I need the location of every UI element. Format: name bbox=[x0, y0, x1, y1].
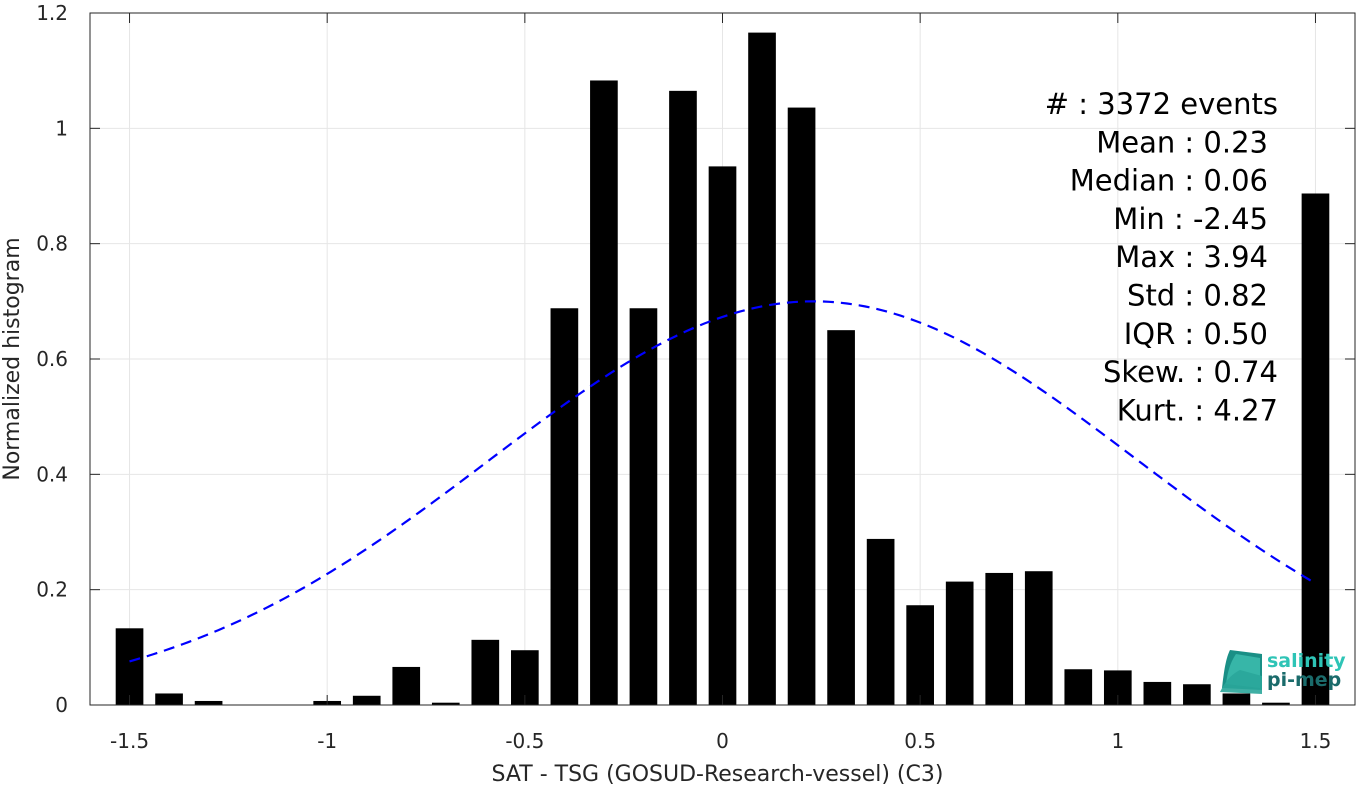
histogram-bar bbox=[1183, 684, 1211, 705]
stat-line: Max : 3.94 bbox=[1115, 240, 1268, 274]
x-tick-label: 1.5 bbox=[1300, 729, 1332, 753]
y-tick-label: 0 bbox=[55, 693, 68, 717]
logo-text-salinity: salinity bbox=[1267, 650, 1346, 672]
stat-line: Min : -2.45 bbox=[1113, 202, 1268, 236]
statistics-annotation: # : 3372 events Mean : 0.23 Median : 0.06 M… bbox=[1045, 87, 1278, 427]
x-tick-label: 0.5 bbox=[904, 729, 936, 753]
histogram-bar bbox=[352, 695, 381, 705]
histogram-bar bbox=[155, 693, 183, 705]
y-tick-label: 0.4 bbox=[36, 462, 68, 486]
histogram-bars bbox=[115, 32, 1330, 706]
salinity-pimep-logo: salinity pi-mep bbox=[1220, 650, 1346, 694]
histogram-bar bbox=[1064, 669, 1093, 705]
histogram-bar bbox=[590, 80, 618, 706]
stat-line: Median : 0.06 bbox=[1070, 164, 1268, 198]
histogram-bar bbox=[194, 700, 223, 705]
histogram-bar bbox=[1262, 702, 1290, 705]
y-tick-label: 1.2 bbox=[36, 1, 68, 25]
histogram-bar bbox=[1143, 681, 1172, 705]
stat-line: Mean : 0.23 bbox=[1096, 125, 1268, 159]
histogram-bar bbox=[906, 605, 934, 705]
y-axis-ticks: 0 0.2 0.4 0.6 0.8 1 1.2 bbox=[36, 1, 1355, 717]
histogram-bar bbox=[629, 308, 658, 705]
histogram-bar bbox=[471, 639, 500, 705]
y-tick-label: 0.2 bbox=[36, 578, 68, 602]
y-axis-label: Normalized histogram bbox=[0, 237, 25, 480]
histogram-bar bbox=[945, 581, 974, 705]
logo-text-pimep: pi-mep bbox=[1267, 669, 1341, 691]
y-tick-label: 0.6 bbox=[36, 347, 68, 371]
x-tick-label: 0 bbox=[716, 729, 729, 753]
x-tick-label: -0.5 bbox=[505, 729, 544, 753]
histogram-bar bbox=[866, 538, 895, 705]
x-tick-label: -1.5 bbox=[110, 729, 149, 753]
histogram-bar bbox=[1024, 571, 1053, 705]
histogram-bar bbox=[708, 166, 737, 706]
stat-line: Kurt. : 4.27 bbox=[1117, 393, 1278, 427]
x-axis-label: SAT - TSG (GOSUD-Research-vessel) (C3) bbox=[492, 762, 944, 785]
normal-fit-curve bbox=[129, 300, 1317, 663]
stat-line: Std : 0.82 bbox=[1127, 279, 1268, 313]
x-tick-label: 1 bbox=[1111, 729, 1124, 753]
histogram-bar bbox=[787, 107, 816, 705]
stat-line: Skew. : 0.74 bbox=[1103, 355, 1278, 389]
stat-line: # : 3372 events bbox=[1045, 87, 1278, 121]
histogram-bar bbox=[748, 32, 776, 705]
x-axis-ticks: -1.5 -1 -0.5 0 0.5 1 1.5 bbox=[110, 13, 1331, 753]
histogram-bar bbox=[550, 308, 579, 705]
y-tick-label: 1 bbox=[55, 116, 68, 140]
histogram-bar bbox=[1222, 693, 1251, 705]
histogram-bar bbox=[431, 702, 460, 705]
stat-line: IQR : 0.50 bbox=[1124, 317, 1268, 351]
histogram-bar bbox=[985, 572, 1014, 705]
y-tick-label: 0.8 bbox=[36, 232, 68, 256]
histogram-bar bbox=[115, 628, 144, 705]
histogram-bar bbox=[669, 90, 697, 706]
waves-icon bbox=[1220, 650, 1262, 694]
histogram-bar bbox=[392, 666, 421, 705]
histogram-bar bbox=[827, 330, 855, 705]
histogram-bar bbox=[1301, 193, 1330, 705]
x-tick-label: -1 bbox=[317, 729, 337, 753]
